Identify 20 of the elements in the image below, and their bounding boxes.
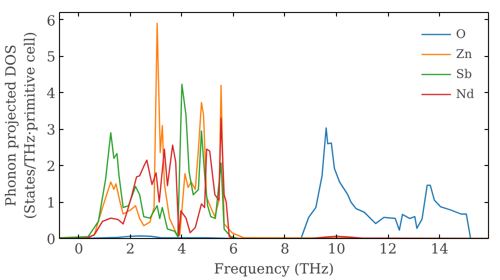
x-axis-title: Frequency (THz): [214, 262, 334, 278]
x-tick-label: 10: [328, 242, 346, 258]
y-tick-label: 5: [46, 50, 56, 66]
x-tick-label: 2: [126, 242, 135, 258]
y-tick-label: 3: [46, 122, 56, 139]
y-tick-label: 2: [46, 159, 56, 176]
legend-label: Sb: [456, 67, 473, 81]
legend-label: Zn: [456, 47, 474, 61]
legend-label: O: [456, 27, 467, 41]
x-tick-label: 12: [379, 242, 397, 258]
x-tick-label: 8: [280, 242, 290, 258]
y-axis-title: Phonon projected DOS (States/THz·primitive cell): [3, 32, 39, 220]
y-tick-label: 6: [46, 13, 56, 30]
x-tick-label: 0: [74, 242, 84, 258]
x-tick-label: 14: [430, 242, 449, 258]
legend-label: Nd: [456, 87, 476, 101]
x-tick-label: 6: [228, 242, 238, 258]
y-tick-label: 1: [46, 196, 56, 212]
x-tick-label: 4: [177, 242, 186, 258]
y-tick-label: 4: [46, 86, 56, 102]
